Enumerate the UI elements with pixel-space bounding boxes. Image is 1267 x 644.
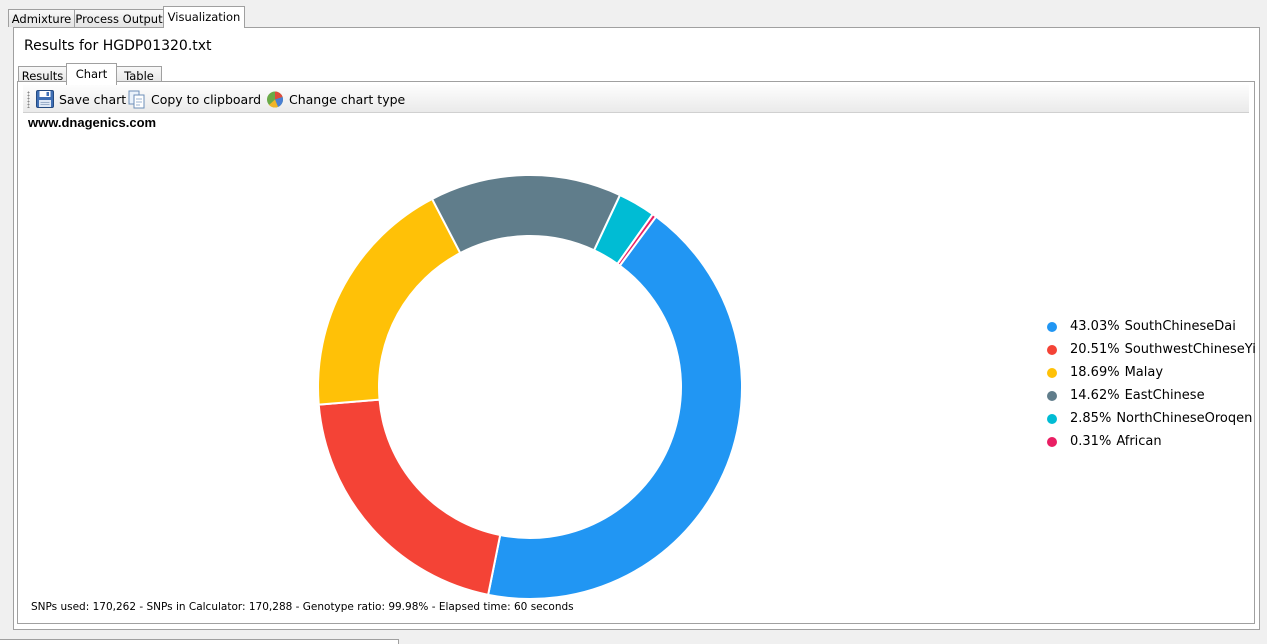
site-watermark: www.dnagenics.com (28, 115, 157, 130)
tab-process-output[interactable]: Process Output (74, 9, 164, 27)
legend-percent: 20.51% (1070, 342, 1120, 357)
donut-slice-eastchinese[interactable] (430, 174, 622, 255)
chart-legend: 43.03% SouthChineseDai 20.51% SouthwestChin… (1047, 315, 1257, 453)
legend-percent: 2.85% (1070, 411, 1112, 426)
legend-item-eastchinese[interactable]: 14.62% EastChinese (1047, 384, 1257, 407)
legend-item-northchineseoroqen[interactable]: 2.85% NorthChineseOroqen (1047, 407, 1257, 430)
legend-color-swatch (1047, 344, 1057, 355)
legend-label: Malay (1124, 365, 1164, 380)
tab-results[interactable]: Results (18, 66, 67, 84)
legend-item-malay[interactable]: 18.69% Malay (1047, 361, 1257, 384)
tab-chart[interactable]: Chart (66, 63, 117, 85)
visualization-panel: Results for HGDP01320.txt Results Chart … (13, 27, 1260, 630)
donut-slice-southchinesedai[interactable] (486, 215, 743, 600)
legend-color-swatch (1047, 321, 1057, 332)
legend-item-southchinesedai[interactable]: 43.03% SouthChineseDai (1047, 315, 1257, 338)
legend-percent: 43.03% (1070, 319, 1120, 334)
legend-color-swatch (1047, 413, 1057, 424)
legend-label: NorthChineseOroqen (1116, 411, 1253, 426)
save-chart-button[interactable]: Save chart (35, 88, 126, 110)
legend-label: EastChinese (1124, 388, 1205, 403)
legend-percent: 14.62% (1070, 388, 1120, 403)
pie-chart-icon (265, 89, 285, 109)
legend-percent: 0.31% (1070, 434, 1112, 449)
donut-chart (317, 174, 743, 600)
donut-slice-southwestchineseyi[interactable] (317, 398, 502, 597)
copy-icon (127, 89, 147, 109)
tab-visualization[interactable]: Visualization (163, 6, 245, 28)
legend-color-swatch (1047, 367, 1057, 378)
legend-label: African (1116, 434, 1162, 449)
page-title: Results for HGDP01320.txt (24, 38, 212, 54)
horizontal-scrollbar[interactable] (0, 639, 399, 644)
donut-slice-african[interactable] (616, 212, 658, 268)
toolbar-grip[interactable] (27, 91, 30, 108)
copy-to-clipboard-label: Copy to clipboard (151, 91, 262, 107)
legend-label: SouthChineseDai (1124, 319, 1236, 334)
legend-label: SouthwestChineseYi (1124, 342, 1256, 357)
chart-toolbar: Save chart Copy to clipboard (23, 85, 1249, 113)
save-chart-label: Save chart (59, 91, 127, 107)
chart-panel: Save chart Copy to clipboard (17, 81, 1257, 624)
tab-table[interactable]: Table (116, 66, 162, 84)
copy-to-clipboard-button[interactable]: Copy to clipboard (127, 88, 261, 110)
floppy-disk-icon (35, 89, 55, 109)
legend-percent: 18.69% (1070, 365, 1120, 380)
legend-item-southwestchineseyi[interactable]: 20.51% SouthwestChineseYi (1047, 338, 1257, 361)
legend-item-african[interactable]: 0.31% African (1047, 430, 1257, 453)
legend-color-swatch (1047, 390, 1057, 401)
change-chart-type-label: Change chart type (289, 91, 406, 107)
tab-admixture[interactable]: Admixture (8, 9, 75, 27)
change-chart-type-button[interactable]: Change chart type (265, 88, 405, 110)
donut-slice-malay[interactable] (317, 197, 462, 406)
legend-color-swatch (1047, 436, 1057, 447)
stats-footer: SNPs used: 170,262 - SNPs in Calculator:… (31, 601, 574, 613)
